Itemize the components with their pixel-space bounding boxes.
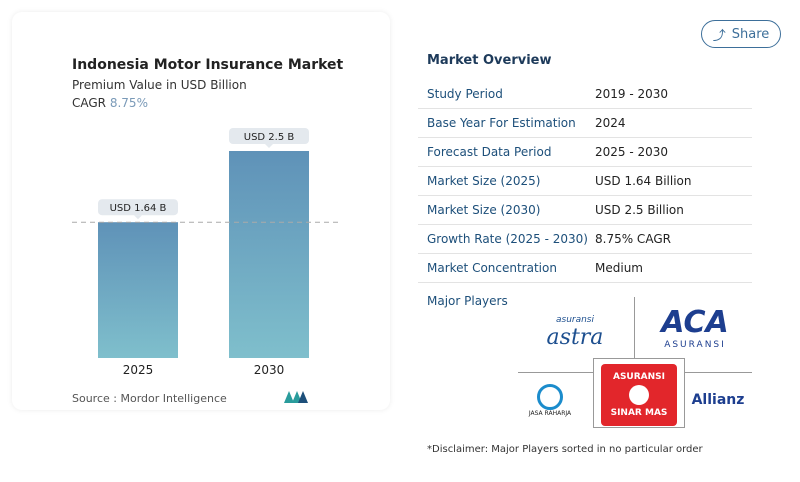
- row-value: 2019 - 2030: [595, 87, 669, 101]
- row-label: Market Concentration: [427, 261, 557, 275]
- overview-row: Market Size (2025) USD 1.64 Billion: [418, 167, 752, 196]
- data-label: USD 2.5 B: [244, 132, 295, 143]
- row-label: Growth Rate (2025 - 2030): [427, 232, 588, 246]
- row-label: Study Period: [427, 87, 503, 101]
- row-value: USD 1.64 Billion: [595, 174, 692, 188]
- share-button[interactable]: ⤴ Share: [701, 20, 781, 48]
- disclaimer: *Disclaimer: Major Players sorted in no …: [427, 444, 703, 455]
- overview-row: Market Size (2030) USD 2.5 Billion: [418, 196, 752, 225]
- row-label: Base Year For Estimation: [427, 116, 576, 130]
- row-value: 2024: [595, 116, 626, 130]
- divider: [634, 297, 635, 359]
- bar-2030: [229, 151, 309, 358]
- data-label-bg: [229, 128, 309, 144]
- logo-jasa-raharja: JASA RAHARJA: [515, 380, 585, 420]
- bar-2025: [98, 222, 178, 358]
- overview-row: Market Concentration Medium: [418, 254, 752, 283]
- overview-row: Forecast Data Period 2025 - 2030: [418, 138, 752, 167]
- mordor-logo-icon: [284, 391, 308, 403]
- share-label: Share: [731, 26, 770, 42]
- row-value: 2025 - 2030: [595, 145, 669, 159]
- row-label: Market Size (2030): [427, 203, 541, 217]
- overview-row: Base Year For Estimation 2024: [418, 109, 752, 138]
- overview-title: Market Overview: [427, 53, 552, 68]
- overview-row: Growth Rate (2025 - 2030) 8.75% CAGR: [418, 225, 752, 254]
- chart-card: [12, 12, 390, 410]
- cagr-label: CAGR: [72, 96, 107, 110]
- logo-sinar-mas: ASURANSI SINAR MAS: [601, 364, 677, 426]
- chart-subtitle: Premium Value in USD Billion: [72, 78, 247, 92]
- row-value: 8.75% CAGR: [595, 232, 671, 246]
- row-label: Market Size (2025): [427, 174, 541, 188]
- major-players-label: Major Players: [427, 294, 508, 308]
- logo-allianz: Allianz: [691, 392, 745, 408]
- overview-row: Study Period 2019 - 2030: [418, 80, 752, 109]
- row-label: Forecast Data Period: [427, 145, 552, 159]
- cagr-value: 8.75%: [109, 96, 148, 110]
- data-label-pointer: [265, 144, 273, 148]
- source: Source : Mordor Intelligence: [72, 392, 227, 405]
- data-label-bg: [98, 199, 178, 216]
- logo-aca: ACA ASURANSI: [661, 305, 729, 350]
- data-label: USD 1.64 B: [110, 203, 167, 214]
- logo-astra: asuransi astra: [546, 315, 604, 350]
- row-value: Medium: [595, 261, 643, 275]
- data-label-pointer: [134, 215, 142, 220]
- chart-title: Indonesia Motor Insurance Market: [72, 57, 344, 73]
- x-tick-label: 2025: [123, 363, 154, 377]
- share-icon: ⤴: [712, 28, 726, 44]
- row-value: USD 2.5 Billion: [595, 203, 684, 217]
- cagr: CAGR 8.75%: [72, 96, 148, 110]
- x-tick-label: 2030: [254, 363, 285, 377]
